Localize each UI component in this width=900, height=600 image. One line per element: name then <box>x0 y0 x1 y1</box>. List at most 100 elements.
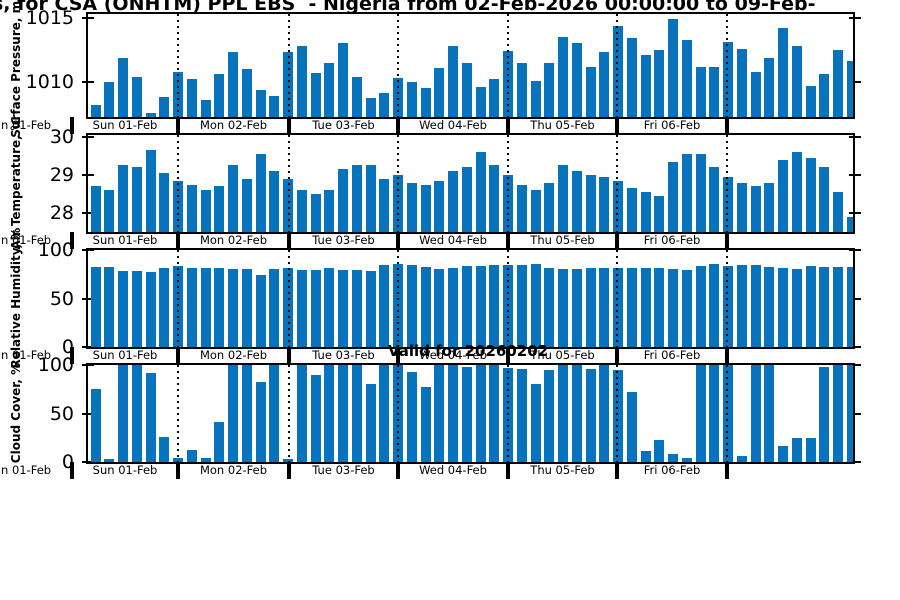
bar <box>544 369 555 462</box>
bar <box>681 39 692 117</box>
clipped-day-label: n 01-Feb <box>1 348 52 362</box>
bar <box>668 454 678 462</box>
bar <box>764 266 775 347</box>
bar <box>736 48 747 117</box>
bar <box>324 365 335 462</box>
bar <box>200 190 211 232</box>
bar <box>833 266 843 347</box>
bar <box>681 270 692 347</box>
bar <box>420 266 431 347</box>
bar <box>406 81 417 117</box>
bar <box>571 269 582 347</box>
day-boundary-tick <box>615 462 619 479</box>
day-boundary-gridline <box>397 365 399 462</box>
bar <box>613 180 623 232</box>
temperature-panel <box>86 133 855 234</box>
bar <box>723 265 733 347</box>
day-boundary-gridline <box>507 365 509 462</box>
bar <box>296 46 307 117</box>
day-boundary-gridline <box>726 14 728 117</box>
bar <box>846 216 853 232</box>
y-tick-mark <box>849 364 861 366</box>
y-tick-mark <box>849 461 861 463</box>
bar <box>709 365 720 462</box>
bar <box>448 365 458 462</box>
bar <box>819 266 830 347</box>
bar <box>420 184 431 232</box>
day-boundary-gridline <box>726 135 728 232</box>
day-label: Fri 06-Feb <box>643 348 701 362</box>
bar <box>118 271 128 347</box>
bar <box>558 165 568 232</box>
bar <box>118 365 128 462</box>
bar <box>626 392 637 462</box>
y-tick-mark <box>849 297 861 300</box>
y-tick-mark <box>849 16 861 19</box>
bar <box>241 178 252 232</box>
bar <box>186 79 197 117</box>
day-boundary-tick <box>396 347 400 364</box>
y-tick-mark <box>849 346 861 348</box>
bar <box>310 374 321 462</box>
day-label: Thu 05-Feb <box>530 348 595 362</box>
bar <box>599 176 610 232</box>
y-tick-mark <box>82 346 94 348</box>
bar <box>475 365 486 462</box>
bar <box>544 267 555 347</box>
bar <box>723 365 733 462</box>
bar <box>420 387 431 462</box>
bar <box>778 159 788 232</box>
bar <box>214 422 225 462</box>
bar <box>406 182 417 232</box>
bar <box>461 167 472 232</box>
bar <box>159 436 170 462</box>
bar <box>695 66 706 117</box>
day-label: Mon 02-Feb <box>199 233 268 247</box>
bar <box>530 384 541 462</box>
day-boundary-gridline <box>616 14 618 117</box>
day-boundary-gridline <box>177 135 179 232</box>
bar <box>585 66 596 117</box>
bar <box>90 104 101 117</box>
bar <box>764 57 775 117</box>
humidity-panel <box>86 248 855 349</box>
bar <box>241 69 252 117</box>
bar <box>833 365 843 462</box>
bar <box>324 190 335 232</box>
bar <box>585 174 596 232</box>
bar <box>365 384 376 462</box>
day-boundary-tick <box>176 232 180 249</box>
bar <box>241 269 252 347</box>
bar <box>791 269 802 347</box>
pressure-panel <box>86 12 855 119</box>
y-tick-mark <box>82 173 94 176</box>
bar <box>489 264 500 347</box>
day-boundary-gridline <box>726 250 728 347</box>
bar <box>681 458 692 462</box>
day-boundary-gridline <box>177 365 179 462</box>
bar <box>475 265 486 347</box>
bar <box>778 28 788 117</box>
y-tick-label: 29 <box>49 163 74 186</box>
day-label: Thu 05-Feb <box>530 118 595 132</box>
day-boundary-tick <box>506 462 510 479</box>
bar <box>626 38 637 117</box>
day-label: Fri 06-Feb <box>643 463 701 477</box>
bar <box>846 266 853 347</box>
bar <box>723 42 733 117</box>
day-label: Wed 04-Feb <box>419 233 487 247</box>
y-tick-mark <box>849 249 861 251</box>
bar <box>131 76 142 117</box>
bar <box>214 186 225 232</box>
clipped-day-label: n 01-Feb <box>1 463 52 477</box>
day-boundary-gridline <box>507 135 509 232</box>
bar <box>214 74 225 117</box>
bar <box>434 67 445 117</box>
x-axis-label-band: n 01-Feb Sun 01-Feb Mon 02-Feb Tue 03-Feb We… <box>0 232 900 250</box>
bar <box>228 52 238 117</box>
day-boundary-gridline <box>397 135 399 232</box>
y-tick-mark <box>82 461 94 463</box>
bar <box>516 62 527 117</box>
day-boundary-tick <box>506 232 510 249</box>
clipped-day-label: n 01-Feb <box>1 118 52 132</box>
